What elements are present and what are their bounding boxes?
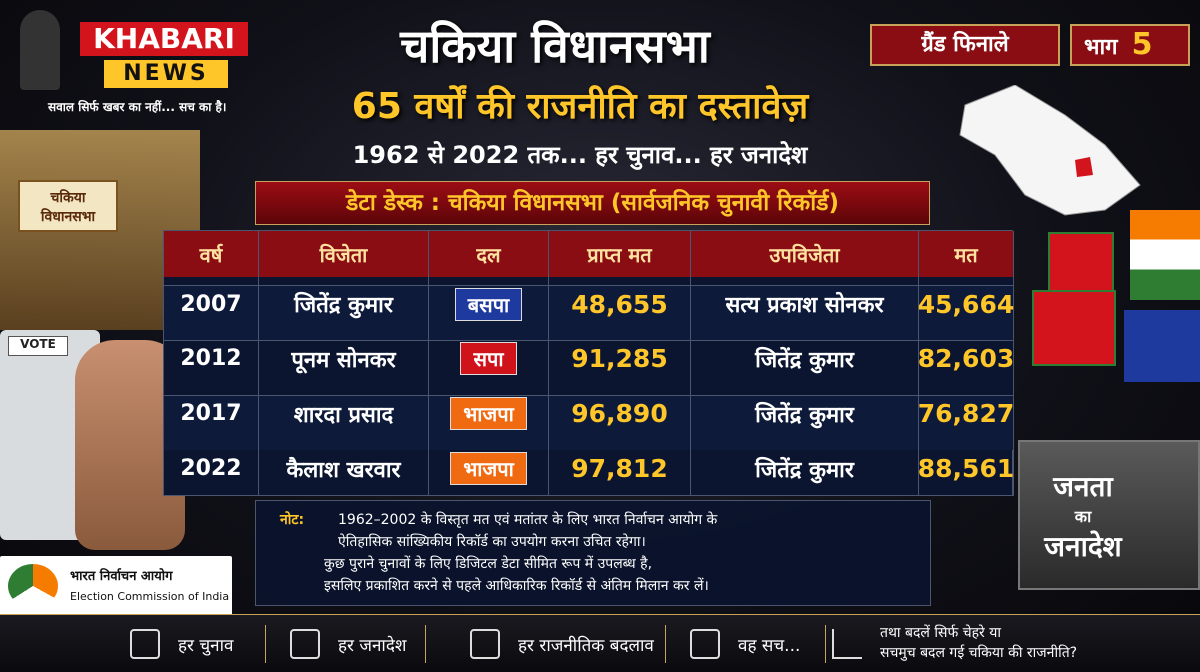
column-header: उपविजेता: [691, 231, 919, 277]
note-line: 1962–2002 के विस्तृत मत एवं मतांतर के लि…: [338, 512, 718, 528]
footer-icon: [832, 629, 862, 659]
winner-cell: शारदा प्रसाद: [259, 386, 429, 441]
evm-label: VOTE: [8, 336, 68, 356]
footer-question: तथा बदलें सिर्फ चेहरे या: [880, 625, 1001, 641]
runner-up-cell: सत्य प्रकाश सोनकर: [691, 277, 919, 331]
footer-icon: [130, 629, 160, 659]
flag: [1130, 210, 1200, 300]
runner-votes-cell: 76,827: [918, 386, 1014, 441]
footer-question: सचमुच बदल गई चकिया की राजनीति?: [880, 645, 1078, 661]
runner-up-cell: जितेंद्र कुमार: [691, 386, 919, 441]
year-cell: 2007: [164, 277, 259, 331]
footer-item: हर चुनाव: [178, 636, 234, 656]
row-bg: [164, 285, 1014, 340]
footer-divider: [825, 625, 826, 663]
row-bg: [164, 395, 1014, 450]
mic: [20, 10, 60, 90]
footer-icon: [690, 629, 720, 659]
votes-cell: 48,655: [549, 277, 691, 331]
runner-votes-cell: 82,603: [918, 331, 1014, 386]
map: [959, 85, 1141, 216]
runner-votes-cell: 88,561: [918, 441, 1014, 496]
votes-cell: 97,812: [549, 441, 691, 496]
footer-item: हर जनादेश: [338, 636, 407, 656]
year-cell: 2022: [164, 441, 259, 496]
note-label: नोट:: [280, 512, 305, 528]
runner-up-cell: जितेंद्र कुमार: [691, 441, 919, 496]
party-badge: भाजपा: [450, 452, 527, 485]
runner-votes-cell: 45,664: [918, 277, 1014, 331]
winner-cell: जितेंद्र कुमार: [259, 277, 429, 331]
logo-bottom: NEWS: [104, 60, 228, 88]
party-badge: भाजपा: [450, 397, 527, 430]
box-line: जनादेश: [1044, 530, 1122, 563]
badge-label: ग्रैंड फिनाले: [870, 24, 1060, 66]
party-cell: भाजपा: [429, 386, 549, 441]
tagline: सवाल सिर्फ खबर का नहीं... सच का है।: [48, 100, 227, 114]
year-cell: 2012: [164, 331, 259, 386]
footer-item: हर राजनीतिक बदलाव: [518, 636, 654, 656]
footer-divider: [665, 625, 666, 663]
footer: हर चुनाव हर जनादेश हर राजनीतिक बदलाव वह सच.…: [0, 614, 1200, 672]
badge-part: भाग 5: [1070, 24, 1190, 66]
winner-cell: पूनम सोनकर: [259, 331, 429, 386]
badge-part-label: भाग: [1084, 35, 1118, 60]
note-line: इसलिए प्रकाशित करने से पहले आधिकारिक रिक…: [324, 578, 709, 594]
column-header: दल: [429, 231, 549, 277]
party-cell: भाजपा: [429, 441, 549, 496]
ballot-box: जनता का जनादेश: [1018, 440, 1200, 590]
note-line: कुछ पुराने चुनावों के लिए डिजिटल डेटा सी…: [324, 556, 653, 572]
column-header: प्राप्त मत: [549, 231, 691, 277]
subtitle: 65 वर्षों की राजनीति का दस्तावेज़: [351, 86, 809, 127]
table-title: डेटा डेस्क : चकिया विधानसभा (सार्वजनिक च…: [255, 181, 930, 225]
eci-english: Election Commission of India: [70, 590, 230, 603]
box-line: का: [1074, 507, 1092, 526]
footer-divider: [265, 625, 266, 663]
footer-icon: [290, 629, 320, 659]
footer-item: वह सच...: [738, 636, 801, 656]
party-badge: बसपा: [454, 287, 523, 321]
column-header: विजेता: [259, 231, 429, 277]
winner-cell: कैलाश खरवार: [259, 441, 429, 496]
building-sign: चकिया विधानसभा: [18, 180, 118, 232]
year-cell: 2017: [164, 386, 259, 441]
eci-hindi: भारत निर्वाचन आयोग: [70, 569, 173, 584]
row-bg: [164, 340, 1014, 395]
eci-logo: [8, 564, 58, 608]
votes-cell: 96,890: [549, 386, 691, 441]
eci-card: भारत निर्वाचन आयोग Election Commission o…: [0, 556, 232, 616]
badge-number: 5: [1131, 27, 1153, 62]
party-cell: सपा: [429, 331, 549, 386]
note: नोट: 1962–2002 के विस्तृत मत एवं मतांतर …: [255, 500, 931, 606]
party-badge: सपा: [460, 342, 517, 375]
table: वर्ष विजेता दल प्राप्त मत उपविजेता मत 2007 जिते…: [163, 230, 1014, 496]
votes-cell: 91,285: [549, 331, 691, 386]
box-text: जनता का जनादेश: [1020, 442, 1130, 562]
flag: [1124, 310, 1200, 382]
footer-divider: [425, 625, 426, 663]
logo-top: KHABARI: [80, 22, 248, 56]
table-title-text: डेटा डेस्क : चकिया विधानसभा (सार्वजनिक च…: [346, 190, 839, 216]
column-header: मत: [919, 231, 1014, 277]
box-line: जनता: [1053, 470, 1113, 503]
title: चकिया विधानसभा: [400, 19, 710, 73]
footer-icon: [470, 629, 500, 659]
runner-up-cell: जितेंद्र कुमार: [691, 331, 919, 386]
flag: [1032, 290, 1116, 366]
column-header: वर्ष: [164, 231, 259, 277]
note-line: ऐतिहासिक सांख्यिकीय रिकॉर्ड का उपयोग करन…: [338, 534, 646, 550]
party-cell: बसपा: [429, 277, 549, 331]
period: 1962 से 2022 तक... हर चुनाव... हर जनादेश: [352, 141, 808, 169]
